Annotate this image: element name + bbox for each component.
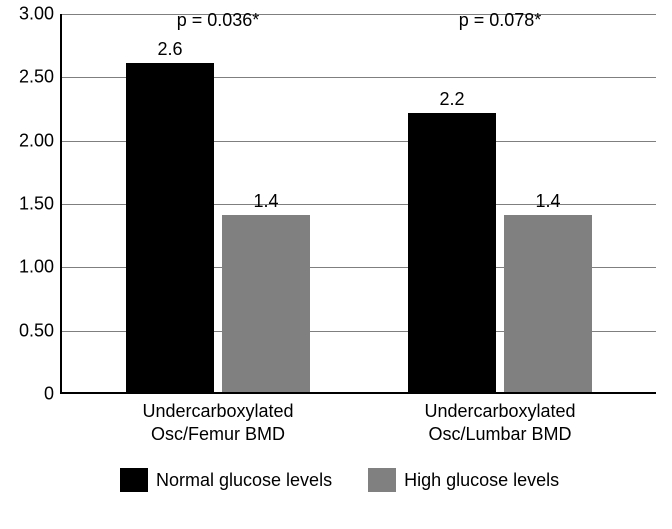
bar-high: 1.4	[504, 215, 592, 392]
bar-group: p = 0.078*2.21.4	[408, 12, 628, 392]
x-category-line1: Undercarboxylated	[108, 400, 328, 423]
bar-value-label: 2.2	[408, 89, 496, 110]
legend-item-high: High glucose levels	[368, 468, 559, 492]
ytick-label: 0	[44, 384, 62, 405]
ytick-label: 1.50	[19, 194, 62, 215]
bar-value-label: 1.4	[504, 191, 592, 212]
ytick-label: 3.00	[19, 4, 62, 25]
legend: Normal glucose levels High glucose levels	[120, 468, 559, 492]
p-value-label: p = 0.036*	[126, 10, 310, 31]
x-category-label: UndercarboxylatedOsc/Femur BMD	[108, 392, 328, 445]
x-category-line2: Osc/Lumbar BMD	[390, 423, 610, 446]
legend-swatch	[368, 468, 396, 492]
x-category-line2: Osc/Femur BMD	[108, 423, 328, 446]
x-category-label: UndercarboxylatedOsc/Lumbar BMD	[390, 392, 610, 445]
bar-normal: 2.6	[126, 63, 214, 392]
ytick-label: 2.00	[19, 130, 62, 151]
ytick-label: 2.50	[19, 67, 62, 88]
x-category-line1: Undercarboxylated	[390, 400, 610, 423]
legend-item-normal: Normal glucose levels	[120, 468, 332, 492]
plot-area: 00.501.001.502.002.503.00p = 0.036*2.61.…	[60, 14, 656, 394]
legend-swatch	[120, 468, 148, 492]
bar-value-label: 2.6	[126, 39, 214, 60]
ytick-label: 0.50	[19, 320, 62, 341]
legend-label: High glucose levels	[404, 470, 559, 491]
bar-high: 1.4	[222, 215, 310, 392]
bar-value-label: 1.4	[222, 191, 310, 212]
p-value-label: p = 0.078*	[408, 10, 592, 31]
bar-normal: 2.2	[408, 113, 496, 392]
bar-group: p = 0.036*2.61.4	[126, 12, 346, 392]
legend-label: Normal glucose levels	[156, 470, 332, 491]
ytick-label: 1.00	[19, 257, 62, 278]
